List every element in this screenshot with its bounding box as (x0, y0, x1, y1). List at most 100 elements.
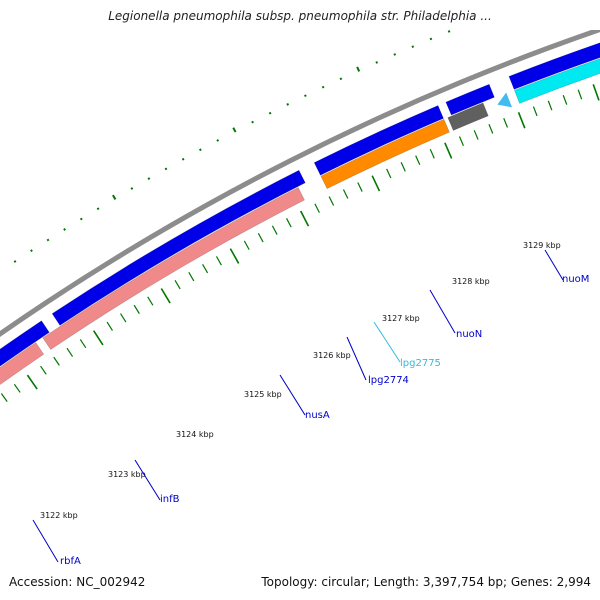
kbp-label-3129: 3129 kbp (523, 241, 561, 250)
ruler-minor-tick (314, 203, 320, 213)
ruler-major-tick (592, 84, 600, 101)
gc-dot (484, 13, 486, 18)
leader-nuoM (544, 249, 564, 281)
gc-dot (375, 61, 379, 64)
ruler-major-tick (371, 175, 381, 192)
ruler-minor-tick (0, 393, 8, 402)
ruler-minor-tick (400, 161, 406, 172)
gc-dot (147, 177, 151, 181)
gc-dot (30, 249, 33, 253)
map-title: Legionella pneumophila subsp. pneumophil… (108, 9, 492, 23)
gene-small-arrow (497, 92, 513, 108)
gene-cyan (514, 58, 600, 104)
ruler-minor-tick (243, 240, 250, 250)
gene-cds-forward (313, 105, 444, 176)
kbp-ruler (0, 84, 600, 402)
ruler-minor-tick (386, 168, 392, 179)
kbp-label-3126: 3126 kbp (313, 351, 351, 360)
kbp-label-3127: 3127 kbp (382, 314, 420, 323)
gc-dot (46, 238, 50, 242)
ruler-minor-tick (429, 148, 435, 159)
ruler-minor-tick (328, 196, 335, 206)
gc-dot (356, 66, 361, 72)
ruler-major-tick (229, 248, 240, 264)
leader-infB (134, 459, 161, 501)
gc-dot (130, 187, 134, 190)
gene-cds-forward (0, 320, 50, 367)
gc-dot (522, 2, 523, 4)
gene-gray (447, 102, 489, 131)
gene-cds-forward (51, 169, 306, 326)
kbp-label-3125: 3125 kbp (244, 390, 282, 399)
gc-dot (286, 103, 290, 106)
accession-text: Accession: NC_002942 (9, 575, 146, 589)
ruler-minor-tick (415, 155, 421, 166)
ruler-major-tick (517, 112, 526, 129)
ruler-minor-tick (488, 124, 494, 134)
gc-dot (96, 207, 100, 211)
gc-dot (112, 194, 117, 200)
gene-rrna-orange (320, 118, 450, 190)
gc-dot (268, 111, 272, 115)
topology-text: Topology: circular; Length: 3,397,754 bp… (261, 575, 591, 589)
gc-dot (79, 217, 83, 221)
ruler-minor-tick (133, 304, 140, 314)
gene-label-rbfA[interactable]: rbfA (60, 556, 81, 567)
gc-dot (339, 77, 343, 81)
kbp-label-3124: 3124 kbp (176, 430, 214, 439)
gc-dot (251, 120, 254, 124)
gc-dot (13, 260, 17, 263)
gene-rna-pink (42, 187, 305, 350)
ruler-minor-tick (473, 130, 479, 140)
gene-cds-forward (508, 42, 600, 90)
ruler-minor-tick (215, 256, 222, 266)
ruler-major-tick (444, 142, 453, 159)
gene-cds-forward (445, 83, 495, 116)
ruler-major-tick (92, 330, 104, 346)
gene-rna-pink (0, 342, 45, 386)
gc-dot (429, 37, 433, 41)
gc-dot (447, 30, 451, 33)
ruler-minor-tick (147, 296, 154, 306)
gc-dot (181, 157, 185, 161)
ruler-minor-tick (577, 89, 583, 100)
ruler-minor-tick (13, 383, 21, 393)
leader-nusA (279, 374, 306, 416)
kbp-label-3122: 3122 kbp (40, 511, 78, 520)
gc-dot (164, 167, 168, 171)
ruler-minor-tick (188, 271, 195, 282)
ruler-minor-tick (547, 100, 553, 111)
ruler-minor-tick (257, 232, 264, 243)
ruler-major-tick (26, 374, 38, 390)
ruler-minor-tick (53, 356, 60, 366)
gc-dot (467, 23, 468, 25)
gene-label-nuoM[interactable]: nuoM (562, 274, 589, 285)
ruler-minor-tick (503, 118, 509, 128)
gene-label-lpg2774[interactable]: lpg2774 (368, 375, 409, 386)
gc-dot (216, 139, 220, 142)
gene-label-nusA[interactable]: nusA (305, 410, 330, 421)
gene-label-infB[interactable]: infB (160, 494, 180, 505)
ruler-minor-tick (40, 365, 47, 375)
leader-lpg2775 (373, 321, 401, 363)
gc-dot (232, 127, 237, 133)
gc-dot (304, 94, 307, 98)
ruler-minor-tick (458, 136, 464, 146)
gc-dot (63, 228, 66, 231)
gc-dot (321, 85, 325, 89)
ruler-minor-tick (342, 189, 349, 199)
gc-content-dots (0, 2, 523, 273)
leader-rbfA (32, 519, 59, 563)
gene-tracks (0, 42, 600, 386)
gene-label-lpg2775[interactable]: lpg2775 (400, 358, 441, 369)
genome-backbone (0, 30, 600, 338)
ruler-minor-tick (120, 313, 127, 323)
gc-dot (411, 45, 415, 48)
gc-dot (504, 9, 505, 11)
gc-dot (393, 53, 397, 56)
kbp-label-3128: 3128 kbp (452, 277, 490, 286)
ruler-minor-tick (357, 182, 363, 192)
ruler-major-tick (160, 288, 171, 304)
gene-label-nuoN[interactable]: nuoN (456, 329, 482, 340)
